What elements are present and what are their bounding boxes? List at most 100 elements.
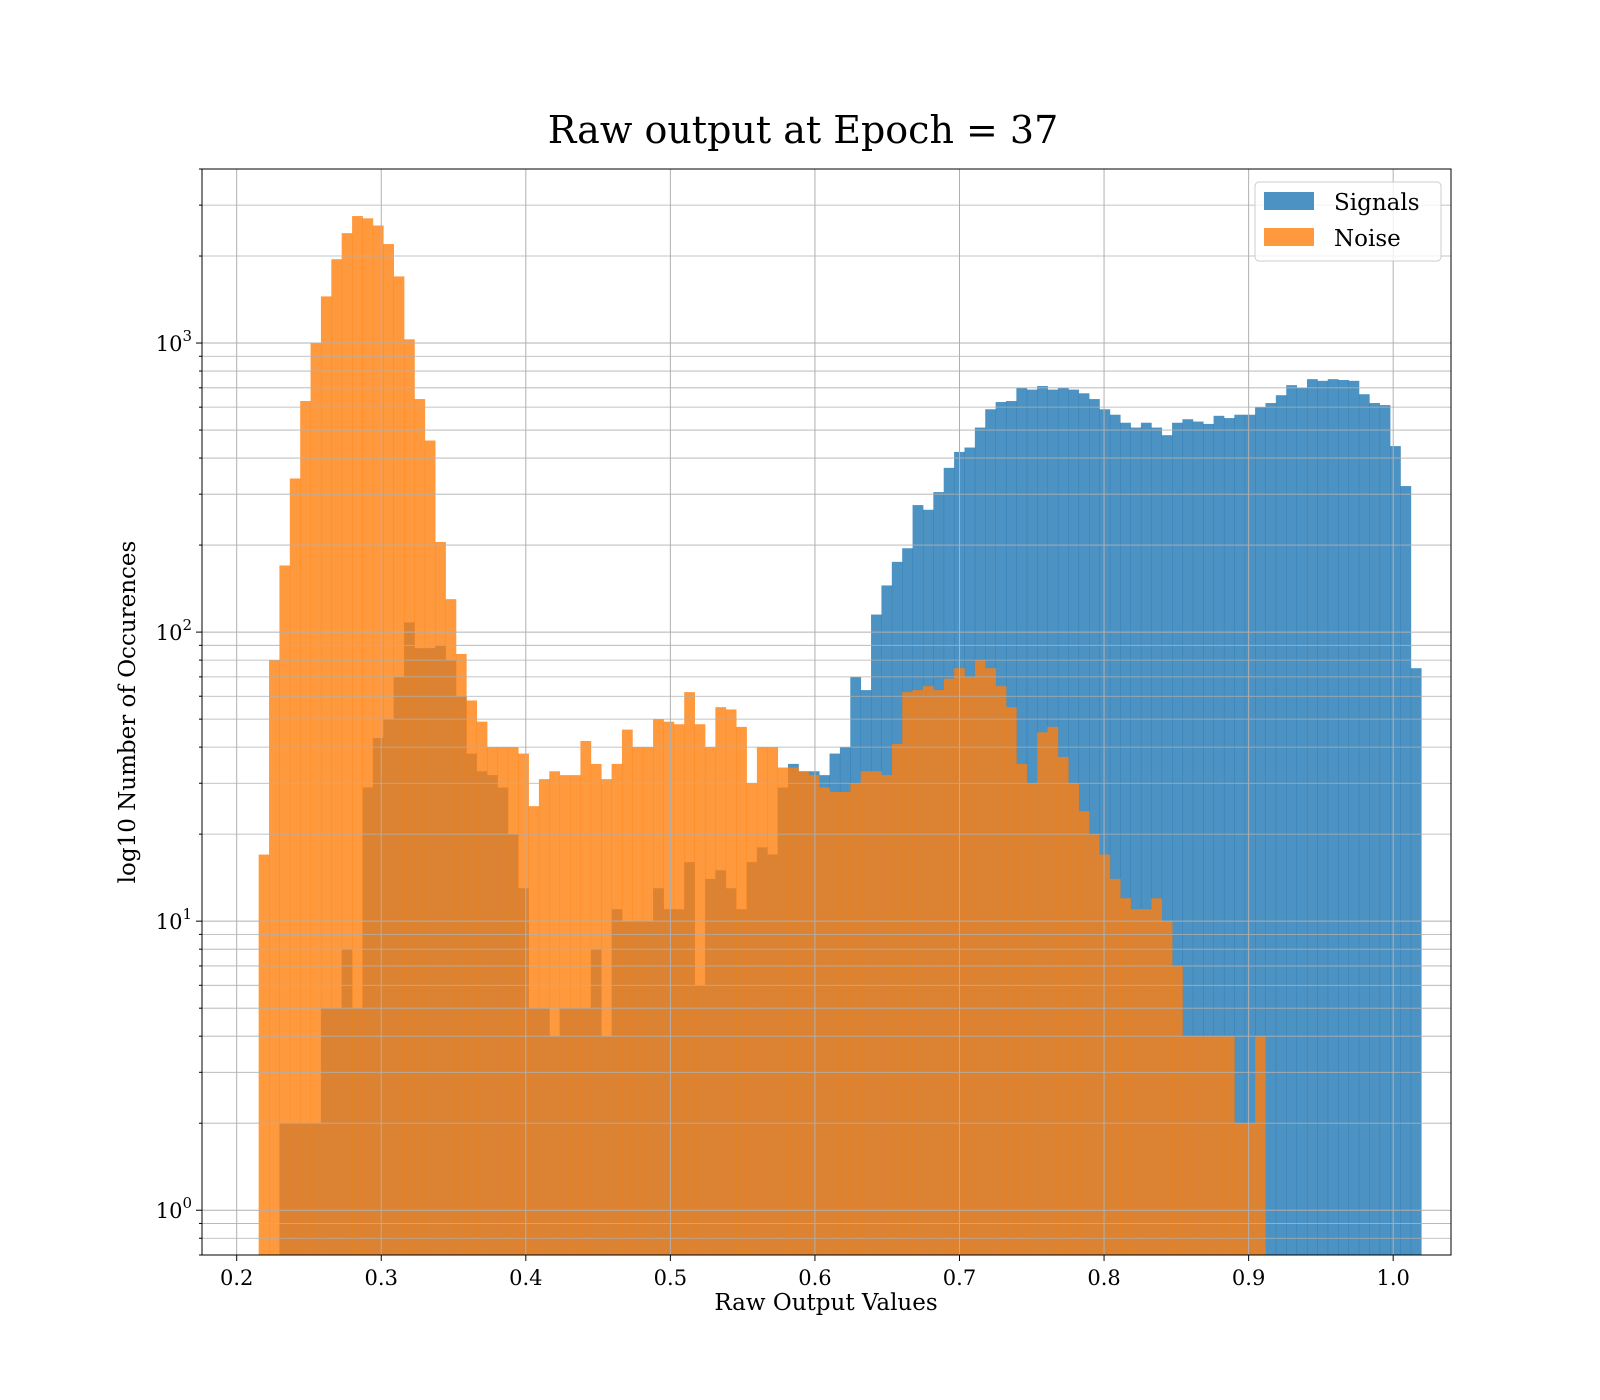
x-tick-label: 0.5 <box>654 1266 687 1290</box>
histogram-bar-noise <box>1016 763 1028 1255</box>
y-tick-label: 100 <box>156 1194 192 1223</box>
histogram-bar-noise <box>518 753 529 1255</box>
histogram-bar-signals <box>1400 486 1412 1256</box>
histogram-bar-noise <box>1182 1036 1194 1255</box>
histogram-bar-noise <box>974 660 986 1255</box>
histogram-bar-noise <box>860 771 872 1255</box>
histogram-bar-noise <box>403 339 415 1255</box>
histogram-bar-signals <box>1390 446 1401 1256</box>
histogram-bar-noise <box>1099 854 1111 1255</box>
histogram-bar-signals <box>1203 423 1214 1255</box>
histogram-bar-noise <box>1192 1036 1204 1255</box>
noise-bars <box>258 216 1266 1256</box>
histogram-bar-noise <box>922 686 934 1255</box>
histogram-bar-noise <box>777 767 789 1255</box>
histogram-bar-noise <box>684 692 695 1255</box>
histogram-bar-noise <box>601 779 612 1255</box>
histogram-bar-noise <box>704 747 716 1255</box>
x-tick-label: 0.7 <box>943 1266 976 1290</box>
histogram-bar-noise <box>289 478 301 1256</box>
histogram-bar-signals <box>1296 387 1308 1255</box>
y-tick-label: 101 <box>156 905 192 934</box>
histogram-bar-noise <box>1151 898 1163 1255</box>
histogram-bar-noise <box>352 216 363 1255</box>
histogram-bar-noise <box>497 747 509 1255</box>
histogram-bar-noise <box>788 767 799 1255</box>
histogram-bar-noise <box>549 771 561 1255</box>
histogram-bar-noise <box>933 690 945 1255</box>
histogram-bar-signals <box>1151 427 1163 1255</box>
histogram-bar-noise <box>1057 756 1069 1255</box>
histogram-bar-noise <box>715 707 727 1255</box>
x-tick-label: 0.2 <box>220 1266 253 1290</box>
histogram-bar-noise <box>300 401 311 1255</box>
histogram-bar-signals <box>1172 422 1183 1255</box>
histogram-bar-noise <box>528 806 540 1255</box>
histogram-bar-signals <box>1140 422 1152 1255</box>
x-axis-label: Raw Output Values <box>714 1290 937 1316</box>
histogram-bar-noise <box>839 791 851 1255</box>
chart-title: Raw output at Epoch = 37 <box>548 108 1059 152</box>
legend-swatch-noise <box>1264 228 1314 246</box>
histogram-bar-noise <box>393 276 405 1255</box>
histogram-bar-signals <box>1120 422 1131 1255</box>
histogram-bar-noise <box>1078 811 1090 1255</box>
histogram-bar-signals <box>1223 418 1235 1256</box>
histogram-bar-signals <box>1130 427 1142 1255</box>
histogram-bar-noise <box>1047 726 1059 1255</box>
x-tick-label: 0.6 <box>798 1266 831 1290</box>
histogram-bar-signals <box>1410 668 1422 1255</box>
histogram-bar-noise <box>455 653 467 1255</box>
histogram-bar-noise <box>746 783 758 1255</box>
histogram-bar-noise <box>1130 909 1142 1255</box>
histogram-bar-signals <box>1234 414 1246 1256</box>
histogram-bar-noise <box>1026 783 1038 1255</box>
histogram-bar-noise <box>725 709 737 1255</box>
legend-label-signals: Signals <box>1334 190 1420 216</box>
histogram-bar-noise <box>985 668 997 1255</box>
plot-area <box>201 168 1452 1256</box>
histogram-bar-signals <box>1379 405 1391 1256</box>
histogram-bar-signals <box>1348 380 1360 1256</box>
x-tick-label: 0.3 <box>365 1266 398 1290</box>
histogram-bar-noise <box>808 775 820 1255</box>
histogram-bar-noise <box>341 233 353 1255</box>
histogram-bar-noise <box>383 244 394 1256</box>
histogram-bar-noise <box>1037 732 1048 1255</box>
histogram-bar-noise <box>663 721 675 1255</box>
histogram-bar-noise <box>507 747 519 1255</box>
histogram-bar-noise <box>372 225 384 1255</box>
grid-lines <box>202 168 1451 1256</box>
histogram-bar-noise <box>891 744 903 1255</box>
histogram-bar-signals <box>1369 403 1381 1255</box>
histogram-bar-signals <box>1255 407 1266 1255</box>
histogram-bar-noise <box>756 747 768 1255</box>
histogram-bar-noise <box>590 763 602 1255</box>
histogram-bar-noise <box>819 787 830 1255</box>
y-axis-label: log10 Number of Occurences <box>115 541 141 884</box>
y-tick-label: 103 <box>156 327 192 356</box>
x-axis-ticks: 0.2 0.3 0.4 0.5 0.6 0.7 0.8 0.9 1.0 <box>220 1255 1410 1290</box>
histogram-bar-noise <box>258 854 270 1255</box>
histogram-bar-signals <box>1089 399 1100 1255</box>
histogram-bar-noise <box>331 259 343 1255</box>
histogram-bar-noise <box>414 399 426 1255</box>
histogram-bar-noise <box>621 729 633 1255</box>
histogram-bar-signals <box>1099 409 1111 1255</box>
axes-frame <box>201 168 1452 1256</box>
histogram-bar-signals <box>1109 414 1121 1256</box>
histogram-bar-noise <box>611 763 623 1255</box>
histogram-bar-noise <box>912 690 924 1255</box>
histogram-bar-noise <box>694 724 706 1255</box>
y-axis-ticks: 100 101 102 103 <box>156 168 202 1256</box>
histogram-bar-noise <box>850 783 862 1255</box>
histogram-bar-noise <box>995 686 1007 1255</box>
histogram-bar-noise <box>673 724 685 1255</box>
x-tick-label: 1.0 <box>1376 1266 1409 1290</box>
histogram-bar-noise <box>902 692 913 1255</box>
histogram-bar-signals <box>1244 414 1256 1256</box>
histogram-bar-noise <box>653 719 664 1255</box>
histogram-bar-signals <box>1275 395 1287 1255</box>
histogram-bar-signals <box>1192 421 1204 1255</box>
